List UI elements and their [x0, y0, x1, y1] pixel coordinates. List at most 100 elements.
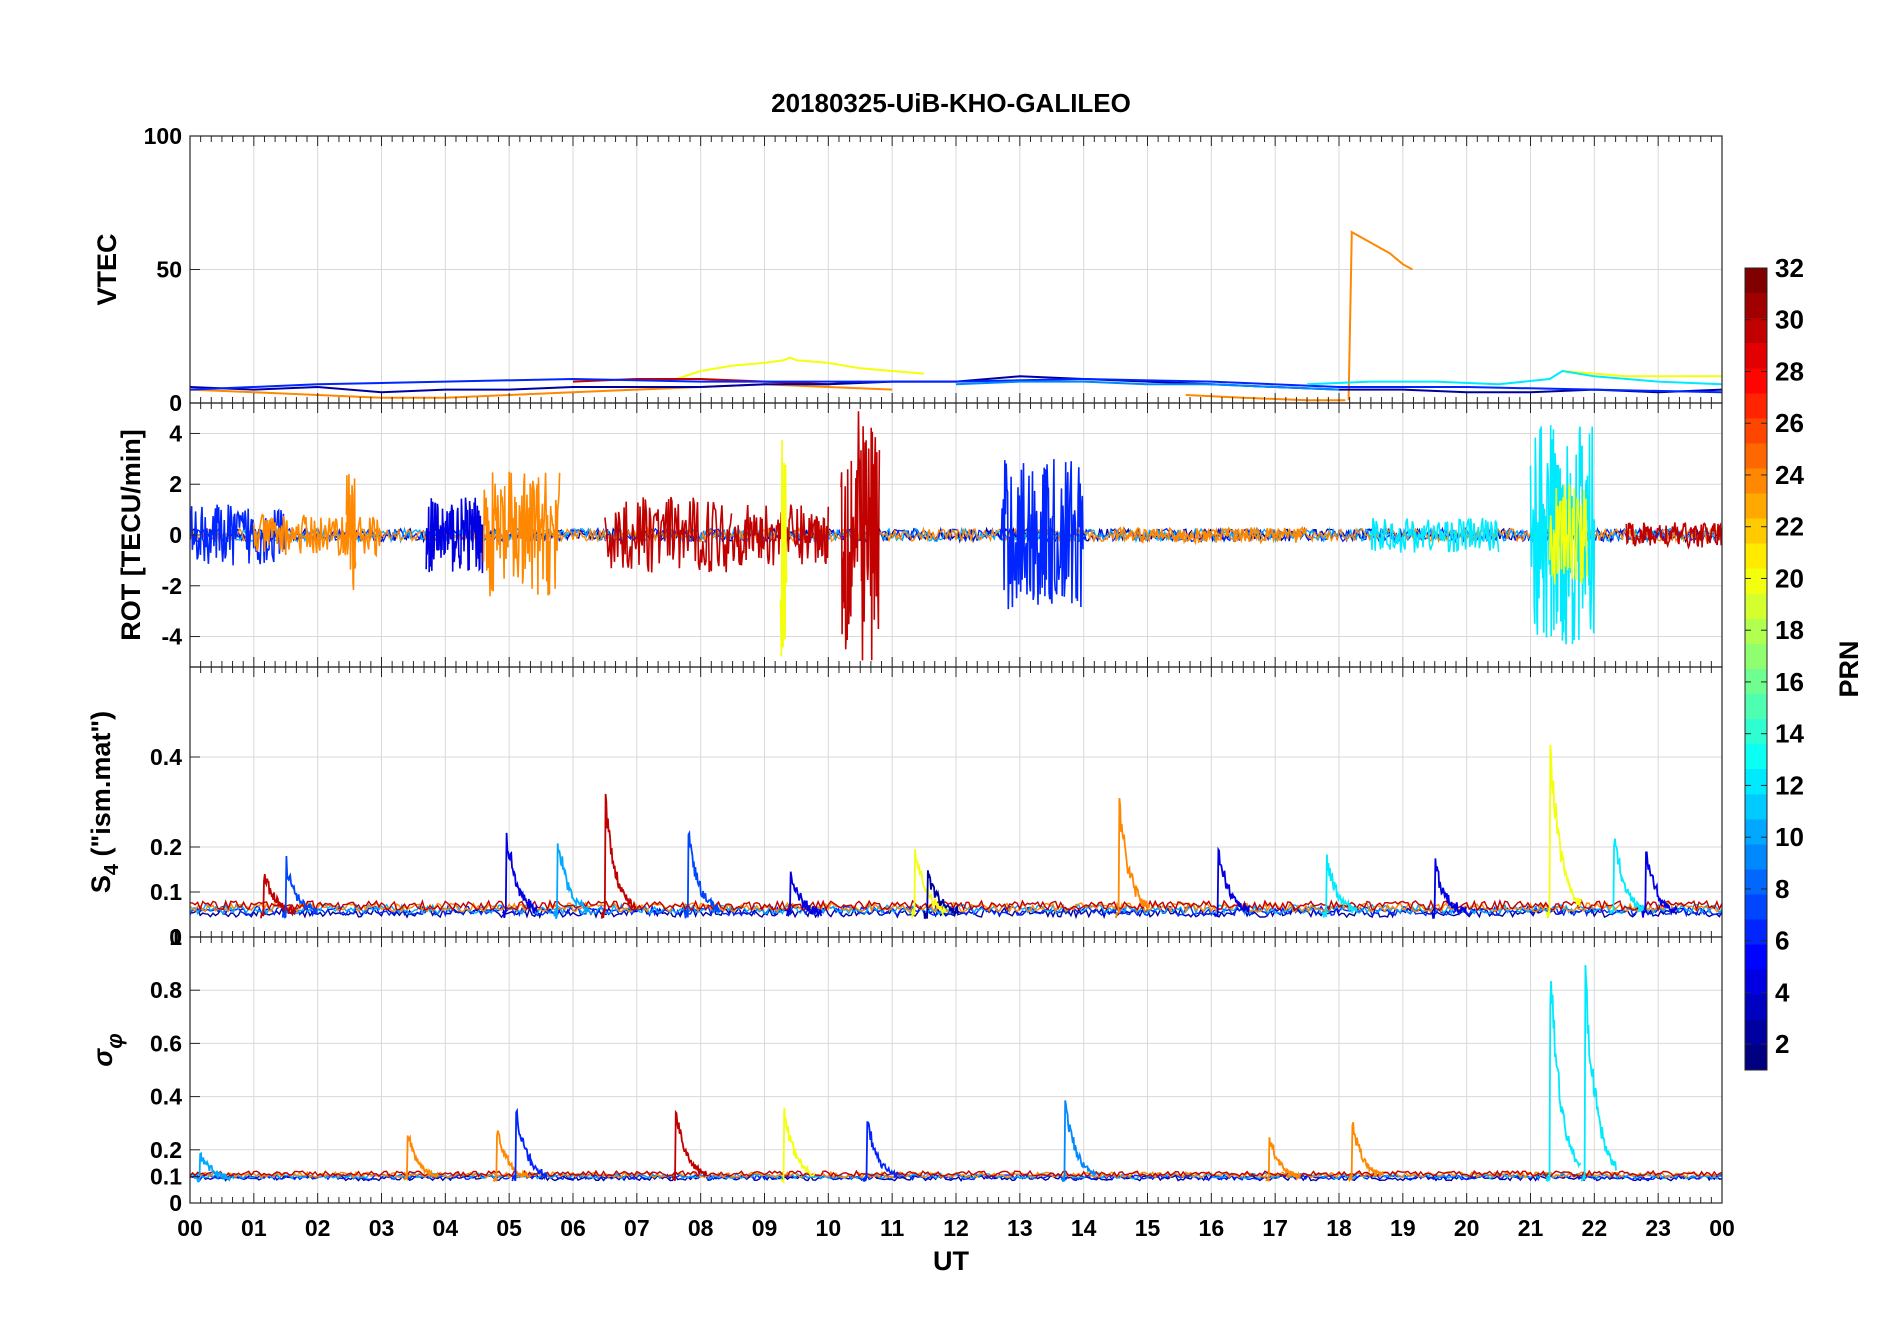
- s4-peak-prn-4: [1641, 851, 1678, 918]
- x-axis: 00 01 02 03 04 05 06 07 08 09 10 11 12 13 14 15 16 17 18 19…: [177, 1215, 1735, 1241]
- rot-activity-prn-30: [1625, 521, 1722, 550]
- rot-activity-prn-20: [1548, 483, 1589, 585]
- y-tick-label: 50: [156, 257, 182, 283]
- colorbar-tick-label: 2: [1775, 1029, 1789, 1059]
- s4-peak-prn-7: [683, 829, 721, 919]
- y-tick-label: 0.4: [150, 1084, 182, 1110]
- y-tick-label: 2: [169, 471, 182, 497]
- x-tick-label: 21: [1518, 1215, 1544, 1241]
- x-tick-label: 01: [241, 1215, 267, 1241]
- x-tick-label: 11: [880, 1215, 905, 1241]
- x-tick-label: 04: [433, 1215, 459, 1241]
- rot-activity-prn-24: [345, 474, 357, 591]
- colorbar-tick-label: 30: [1775, 305, 1804, 335]
- sigma_phi-peak-prn-12: [1580, 965, 1617, 1182]
- sigma_phi-baseline-prn-30: [190, 1169, 1722, 1178]
- x-tick-label: 22: [1582, 1215, 1608, 1241]
- y-tick-label: 0.2: [150, 834, 182, 860]
- panel-rot: -4 -2 0 2 4 ROT [TECU/min]: [116, 402, 1723, 668]
- rot-activity-prn-30: [840, 411, 881, 661]
- sigma_phi-peak-prn-24: [1347, 1121, 1384, 1183]
- rot-activity-prn-24: [482, 471, 561, 597]
- s4-peak-prn-4: [1213, 846, 1250, 918]
- x-tick-label: 20: [1454, 1215, 1480, 1241]
- x-tick-label: 19: [1390, 1215, 1416, 1241]
- s4-peak-prn-12: [1609, 838, 1646, 915]
- vtec-series-prn-24: [1347, 230, 1413, 401]
- s4-peak-prn-24: [1114, 798, 1151, 919]
- y-tick-label: 4: [169, 420, 182, 446]
- s4-peak-prn-7: [281, 855, 318, 919]
- sigma_phi-peak-prn-30: [671, 1109, 708, 1181]
- x-tick-label: 13: [1007, 1215, 1033, 1241]
- x-tick-label: 02: [305, 1215, 331, 1241]
- rot-activity-prn-24: [1114, 525, 1308, 546]
- panel-data: [190, 411, 1722, 661]
- vtec-series-prn-12: [1307, 369, 1722, 386]
- x-tick-label: 05: [496, 1215, 522, 1241]
- x-axis-label: UT: [933, 1246, 969, 1276]
- sigma_phi-peak-prn-6: [511, 1107, 548, 1182]
- y-tick-label: 0: [169, 522, 182, 548]
- colorbar-tick-label: 20: [1775, 563, 1804, 593]
- sigma_phi-peak-prn-24: [403, 1134, 440, 1182]
- colorbar-tick-label: 10: [1775, 822, 1804, 852]
- y-tick-label: 100: [144, 123, 182, 149]
- rot-activity-prn-12: [1370, 517, 1500, 553]
- panel-s4: 0 0.1 0.2 0.4 S4 ("ism.mat"): [86, 666, 1723, 950]
- panel-data: [190, 965, 1722, 1185]
- y-tick-label: 0.1: [150, 879, 182, 905]
- sigma_phi-peak-prn-24: [1265, 1137, 1301, 1182]
- x-tick-label: 07: [624, 1215, 650, 1241]
- sigma_phi-peak-prn-12: [1545, 980, 1582, 1183]
- colorbar-tick-label: 6: [1775, 926, 1789, 956]
- panel-ticks: [189, 135, 1723, 404]
- sigma_phi-peak-prn-9: [1060, 1100, 1097, 1183]
- y-axis-label-s4: S4 ("ism.mat"): [86, 711, 123, 893]
- x-tick-label: 10: [816, 1215, 842, 1241]
- y-tick-label: 0.8: [150, 977, 182, 1003]
- s4-peak-prn-10: [553, 843, 590, 919]
- colorbar-bar: [1744, 267, 1768, 1071]
- colorbar-tick-label: 8: [1775, 874, 1789, 904]
- y-tick-label: 0.4: [150, 744, 182, 770]
- x-tick-label: 06: [560, 1215, 586, 1241]
- s4-peak-prn-12: [1322, 854, 1358, 918]
- colorbar-tick-label: 18: [1775, 615, 1804, 645]
- colorbar-tick-label: 24: [1775, 460, 1804, 490]
- x-tick-label: 03: [369, 1215, 395, 1241]
- x-tick-label: 16: [1199, 1215, 1225, 1241]
- x-tick-label: 08: [688, 1215, 714, 1241]
- vtec-series-prn-20: [668, 356, 925, 383]
- sigma_phi-peak-prn-20: [780, 1107, 816, 1185]
- colorbar-label: PRN: [1834, 640, 1864, 697]
- colorbar-tick-label: 4: [1775, 977, 1790, 1007]
- y-axis-label-rot: ROT [TECU/min]: [116, 429, 146, 640]
- x-tick-label: 09: [752, 1215, 778, 1241]
- rot-activity-prn-30: [731, 504, 830, 566]
- vtec-series-prn-6: [190, 377, 1722, 394]
- y-tick-label: -4: [162, 624, 183, 650]
- colorbar-tick-label: 22: [1775, 512, 1804, 542]
- s4-peak-prn-4: [502, 832, 538, 919]
- sigma_phi-peak-prn-6: [862, 1121, 899, 1182]
- chart-title: 20180325-UiB-KHO-GALILEO: [771, 88, 1131, 118]
- s4-peak-prn-4: [1431, 858, 1467, 919]
- x-tick-label: 18: [1326, 1215, 1352, 1241]
- panel-data: [190, 744, 1722, 920]
- y-axis-label-sigma_phi: σφ: [88, 1033, 127, 1066]
- vtec-series-prn-9: [955, 380, 1340, 391]
- x-tick-label: 12: [943, 1215, 969, 1241]
- s4-peak-prn-20: [1545, 744, 1582, 919]
- s4-peak-prn-30: [600, 793, 637, 919]
- colorbar-tick-label: 32: [1775, 253, 1804, 283]
- y-tick-label: 1: [169, 924, 182, 950]
- x-tick-label: 17: [1262, 1215, 1288, 1241]
- colorbar-tick-label: 16: [1775, 667, 1804, 697]
- colorbar-tick-label: 14: [1775, 719, 1804, 749]
- y-tick-label: 0: [169, 924, 182, 950]
